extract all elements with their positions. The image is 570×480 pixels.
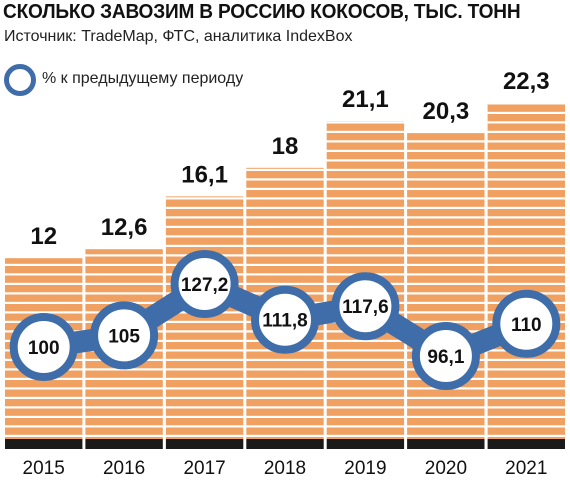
- chart-title: СКОЛЬКО ЗАВОЗИМ В РОССИЮ КОКОСОВ, ТЫС. Т…: [3, 0, 521, 23]
- bar-value-label: 12: [30, 223, 57, 250]
- bar-value-label: 16,1: [181, 161, 228, 188]
- x-tick-label: 2015: [23, 458, 65, 479]
- bar-base-2018: [246, 439, 324, 449]
- percent-label: 127,2: [181, 275, 229, 296]
- percent-marker: [9, 313, 78, 381]
- circle-marker-icon: [4, 64, 36, 96]
- percent-marker: [492, 289, 561, 358]
- bar-2020: [407, 133, 485, 439]
- x-tick-label: 2021: [505, 458, 547, 479]
- percent-label: 117,6: [342, 297, 389, 318]
- bar-base-2021: [487, 439, 565, 449]
- bar-2021: [487, 103, 565, 439]
- bar-value-label: 21,1: [342, 86, 389, 113]
- bar-base-2017: [165, 439, 244, 449]
- x-tick-label: 2016: [103, 458, 145, 479]
- percent-label: 110: [511, 315, 542, 336]
- percent-marker: [170, 250, 239, 318]
- bar-value-label: 18: [272, 133, 299, 160]
- percent-marker: [251, 285, 319, 354]
- bar-base-2019: [326, 439, 405, 449]
- percent-marker: [90, 301, 159, 370]
- x-tick-label: 2017: [183, 458, 225, 479]
- percent-label: 100: [28, 338, 60, 359]
- x-tick-label: 2020: [425, 458, 467, 479]
- percent-marker: [331, 272, 400, 341]
- percent-label: 105: [108, 326, 140, 347]
- percent-marker: [411, 322, 480, 390]
- bar-base-2016: [85, 439, 163, 449]
- chart-source: Источник: TradeMap, ФТС, аналитика Index…: [4, 28, 353, 45]
- bar-value-label: 12,6: [101, 214, 148, 241]
- bar-value-label: 20,3: [423, 98, 470, 125]
- percent-label: 96,1: [427, 347, 464, 368]
- x-tick-label: 2019: [344, 458, 386, 479]
- x-tick-label: 2018: [264, 458, 306, 479]
- bar-base-2015: [5, 439, 83, 449]
- percent-label: 111,8: [262, 311, 307, 332]
- legend-label: % к предыдущему периоду: [42, 70, 244, 87]
- bar-base-2020: [407, 439, 485, 449]
- bar-value-label: 22,3: [503, 68, 550, 95]
